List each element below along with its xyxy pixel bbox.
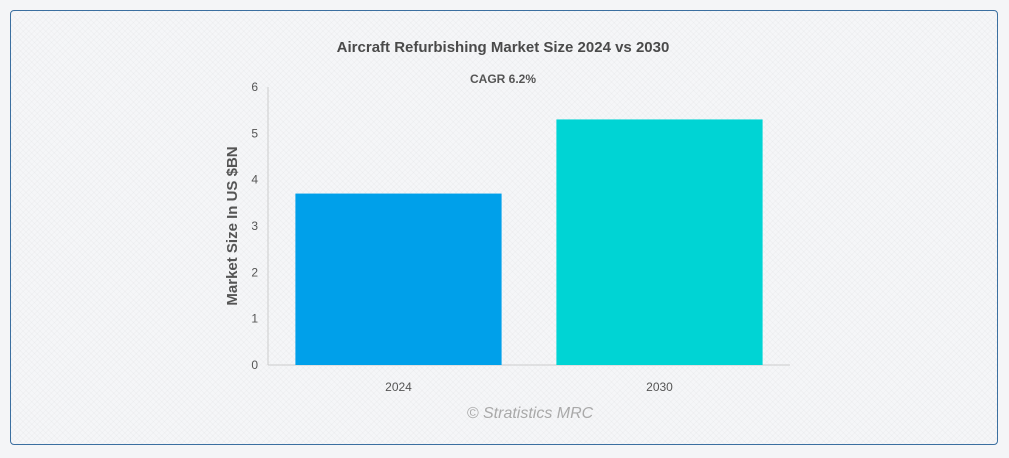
y-axis-label: Market Size In US $BN: [224, 146, 241, 305]
chart-title: Aircraft Refurbishing Market Size 2024 v…: [337, 39, 670, 56]
y-tick-label: 3: [251, 219, 258, 233]
y-tick-label: 4: [251, 173, 258, 187]
bars: [295, 119, 763, 365]
y-tick-label: 1: [251, 312, 258, 326]
y-tick-label: 2: [251, 265, 258, 279]
bar-2030: [556, 119, 763, 365]
x-tick-label: 2030: [646, 380, 673, 394]
chart-frame: [10, 10, 998, 445]
y-tick-label: 6: [251, 80, 258, 94]
x-tick-label: 2024: [385, 380, 412, 394]
y-tick-label: 0: [251, 358, 258, 372]
y-tick-label: 5: [251, 126, 258, 140]
bar-2024: [295, 193, 502, 365]
x-ticks: 2024 2030: [385, 380, 673, 394]
y-ticks: 0 1 2 3 4 5 6: [251, 80, 258, 372]
chart-subtitle: CAGR 6.2%: [470, 72, 536, 86]
credit-text: © Stratistics MRC: [467, 405, 594, 422]
